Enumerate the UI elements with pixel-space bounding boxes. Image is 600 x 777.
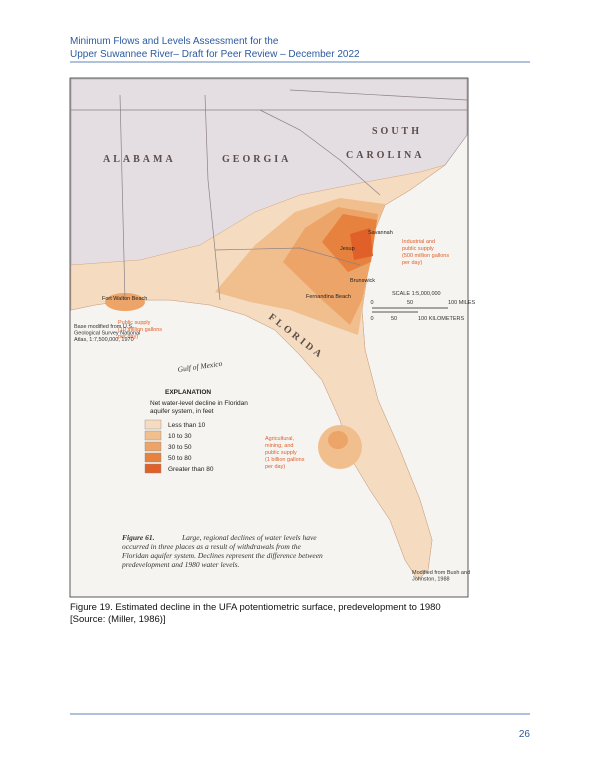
scale-label: 0 xyxy=(370,300,373,306)
decline-zone-fort-walton xyxy=(105,293,145,311)
annotation: (500 million gallons xyxy=(402,253,449,259)
caption: [Source: (Miller, 1986)] xyxy=(70,614,166,625)
legend-swatch xyxy=(144,463,162,474)
page-number: 26 xyxy=(519,729,531,740)
credit: Modified from Bush and xyxy=(412,570,470,576)
annotation: (10 million gallons xyxy=(118,327,162,333)
place-label: Fort Walton Beach xyxy=(102,296,147,302)
map-figure xyxy=(69,77,469,598)
place-label: Fernandina Beach xyxy=(306,294,351,300)
scale-label: 50 xyxy=(391,316,397,322)
scale-label: 100 KILOMETERS xyxy=(418,316,464,322)
figure-text: occurred in three places as a result of … xyxy=(122,542,302,551)
border xyxy=(204,94,221,301)
figure-text: predevelopment and 1980 water levels. xyxy=(121,560,240,569)
legend-item: Less than 10 xyxy=(168,422,206,429)
legend-subtitle: Net water-level decline in Floridan xyxy=(150,400,248,407)
place-label: Brunswick xyxy=(350,278,375,284)
credit: Atlas, 1:7,500,000, 1970 xyxy=(74,337,134,343)
annotation: public supply xyxy=(402,246,434,252)
border xyxy=(289,89,468,101)
border xyxy=(119,94,126,301)
legend-item: Greater than 80 xyxy=(168,466,214,473)
header-line: Minimum Flows and Levels Assessment for … xyxy=(70,36,279,47)
figure-label: Figure 61. xyxy=(122,533,155,542)
annotation: Public supply xyxy=(118,320,151,326)
caption: Figure 19. Estimated decline in the UFA … xyxy=(70,602,441,613)
border xyxy=(214,247,361,266)
annotation: Industrial and xyxy=(402,239,435,245)
legend-item: 50 to 80 xyxy=(168,455,192,462)
state-label: SOUTH xyxy=(372,126,422,137)
legend-item: 30 to 50 xyxy=(168,444,192,451)
scale-label: 50 xyxy=(407,300,413,306)
header-line: Upper Suwannee River– Draft for Peer Rev… xyxy=(70,49,360,60)
credit: Geological Survey National xyxy=(74,331,140,337)
legend-item: 10 to 30 xyxy=(168,433,192,440)
annotation: mining, and xyxy=(265,443,293,449)
figure-text: Floridan aquifer system. Declines repres… xyxy=(121,551,323,560)
annotation: public supply xyxy=(265,450,297,456)
legend-subtitle: aquifer system, in feet xyxy=(150,408,214,415)
scale-label: 0 xyxy=(370,316,373,322)
annotation: per day) xyxy=(118,334,138,340)
state-label: CAROLINA xyxy=(346,150,424,161)
decline-zone-central-florida-inner xyxy=(328,431,348,449)
annotation: per day) xyxy=(265,464,285,470)
credit: Base modified from U.S. xyxy=(74,324,134,330)
legend-title: EXPLANATION xyxy=(165,389,211,396)
place-label: Jesup xyxy=(340,246,355,252)
decline-zone-gt80 xyxy=(350,228,373,260)
state-label: ALABAMA xyxy=(103,154,176,165)
scale-label: 100 MILES xyxy=(448,300,476,306)
annotation: (1 billion gallons xyxy=(265,457,305,463)
scale-title: SCALE 1:5,000,000 xyxy=(392,291,441,297)
border xyxy=(259,109,381,196)
legend-swatch xyxy=(144,441,162,452)
credit: Johnston, 1988 xyxy=(412,577,450,583)
legend-swatch xyxy=(144,430,162,441)
legend-swatch xyxy=(144,452,162,463)
figure-text: Large, regional declines of water levels… xyxy=(181,533,317,542)
legend-swatch xyxy=(144,419,162,430)
state-borders xyxy=(71,89,468,301)
annotation: Agricultural, xyxy=(265,436,295,442)
place-label: Savannah xyxy=(368,230,393,236)
annotation: per day) xyxy=(402,260,422,266)
state-label: GEORGIA xyxy=(222,154,291,165)
